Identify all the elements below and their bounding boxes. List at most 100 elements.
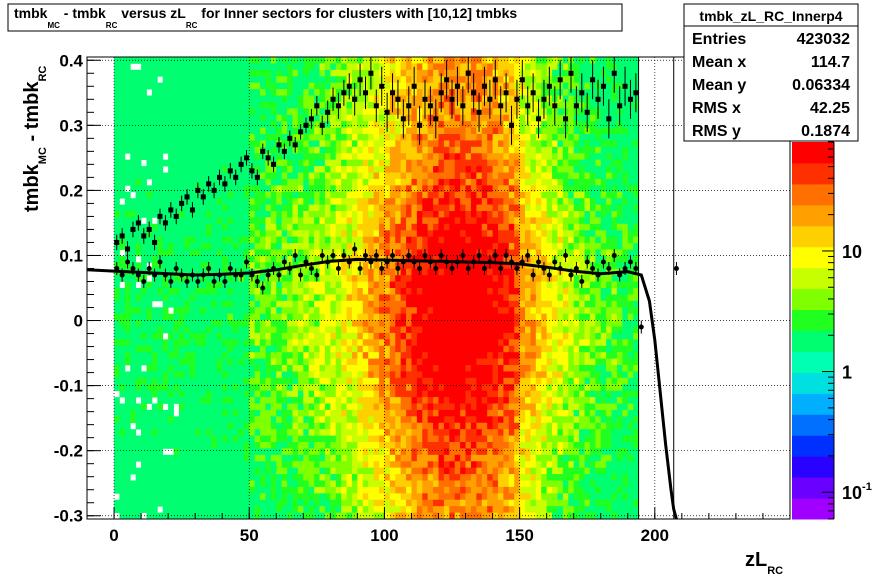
data-point-square	[184, 194, 190, 200]
data-point-square	[287, 135, 293, 141]
data-point-square	[471, 90, 477, 96]
data-point-square	[173, 213, 179, 219]
data-point-square	[546, 83, 552, 89]
data-point-square	[449, 96, 455, 102]
data-point-circle	[546, 272, 552, 278]
axes: 0 50 100 150 200 -0.3 -0.2 -0.1 0 0.1 0.2 0.3 0.4	[54, 51, 764, 545]
data-point-circle	[222, 278, 228, 284]
data-point-circle	[254, 278, 260, 284]
data-point-circle	[281, 259, 287, 265]
data-point-square	[384, 109, 390, 115]
data-point-square	[119, 233, 125, 239]
x-tick-label: 50	[240, 526, 259, 545]
colorbar-tick-label: 10-1	[842, 481, 872, 503]
data-point-circle	[195, 278, 201, 284]
data-point-circle	[314, 272, 320, 278]
data-point-circle	[362, 252, 368, 258]
title-text: tmbkMC - tmbkRC versus zLRC for Inner se…	[14, 5, 517, 30]
data-point-square	[476, 109, 482, 115]
data-point-circle	[633, 265, 639, 271]
data-point-circle	[476, 252, 482, 258]
data-point-square	[319, 122, 325, 128]
data-point-square	[114, 239, 120, 245]
data-point-circle	[319, 252, 325, 258]
data-point-square	[530, 90, 536, 96]
data-point-square	[146, 226, 152, 232]
data-point-square	[444, 77, 450, 83]
data-point-square	[595, 96, 601, 102]
data-point-circle	[579, 278, 585, 284]
data-point-square	[265, 155, 271, 161]
data-point-circle	[211, 278, 217, 284]
data-point-square	[557, 77, 563, 83]
colorbar-tick-label: 10	[842, 242, 862, 262]
data-point-square	[617, 103, 623, 109]
data-point-square	[379, 83, 385, 89]
data-point-square	[260, 148, 266, 154]
data-point-square	[622, 83, 628, 89]
data-point-circle	[481, 265, 487, 271]
data-point-circle	[438, 252, 444, 258]
data-point-square	[465, 70, 471, 76]
data-point-square	[352, 96, 358, 102]
data-point-circle	[141, 278, 147, 284]
data-point-square	[254, 174, 260, 180]
data-point-circle	[433, 265, 439, 271]
x-tick-label: 200	[641, 526, 669, 545]
data-point-square	[179, 200, 185, 206]
data-point-circle	[352, 246, 358, 252]
data-point-square	[314, 103, 320, 109]
data-point-square	[584, 109, 590, 115]
data-point-circle	[449, 265, 455, 271]
data-point-square	[422, 96, 428, 102]
y-tick-label: 0.3	[59, 116, 83, 135]
data-point-square	[514, 96, 520, 102]
data-point-circle	[292, 252, 298, 258]
data-point-square	[233, 174, 239, 180]
data-point-square	[519, 77, 525, 83]
data-point-square	[200, 194, 206, 200]
data-point-circle	[184, 278, 190, 284]
data-point-square	[390, 90, 396, 96]
data-point-square	[195, 187, 201, 193]
data-point-circle	[525, 252, 531, 258]
data-point-square	[368, 70, 374, 76]
data-point-circle	[460, 252, 466, 258]
stats-label: Mean x	[692, 54, 746, 71]
data-point-square	[487, 96, 493, 102]
data-point-square	[460, 103, 466, 109]
data-point-square	[162, 220, 168, 226]
x-tick-label: 150	[505, 526, 533, 545]
data-point-square	[481, 83, 487, 89]
data-point-circle	[298, 272, 304, 278]
data-point-square	[330, 96, 336, 102]
data-point-square	[249, 168, 255, 174]
data-point-circle	[373, 252, 379, 258]
data-point-square	[141, 233, 147, 239]
data-point-circle	[157, 259, 163, 265]
data-point-circle	[622, 265, 628, 271]
data-point-square	[400, 116, 406, 122]
data-point-circle	[244, 259, 250, 265]
y-tick-label: 0.2	[59, 181, 83, 200]
y-tick-label: 0	[74, 312, 83, 331]
data-point-square	[125, 246, 131, 252]
data-point-circle	[125, 259, 131, 265]
data-point-circle	[168, 278, 174, 284]
data-point-square	[335, 103, 341, 109]
data-point-square	[552, 103, 558, 109]
y-tick-label: -0.3	[54, 507, 83, 526]
data-point-square	[373, 103, 379, 109]
data-point-circle	[335, 265, 341, 271]
data-point-square	[189, 207, 195, 213]
data-point-circle	[379, 265, 385, 271]
data-point-square	[341, 90, 347, 96]
fit-curve	[86, 257, 678, 520]
stats-value: 42.25	[810, 100, 850, 117]
data-point-circle	[590, 265, 596, 271]
title-box	[7, 3, 623, 32]
data-point-square	[536, 116, 542, 122]
color-scale: 10 1 10-1	[792, 141, 872, 520]
data-point-square	[611, 70, 617, 76]
y-axis-label: tmbkMC - tmbkRC	[21, 66, 49, 212]
